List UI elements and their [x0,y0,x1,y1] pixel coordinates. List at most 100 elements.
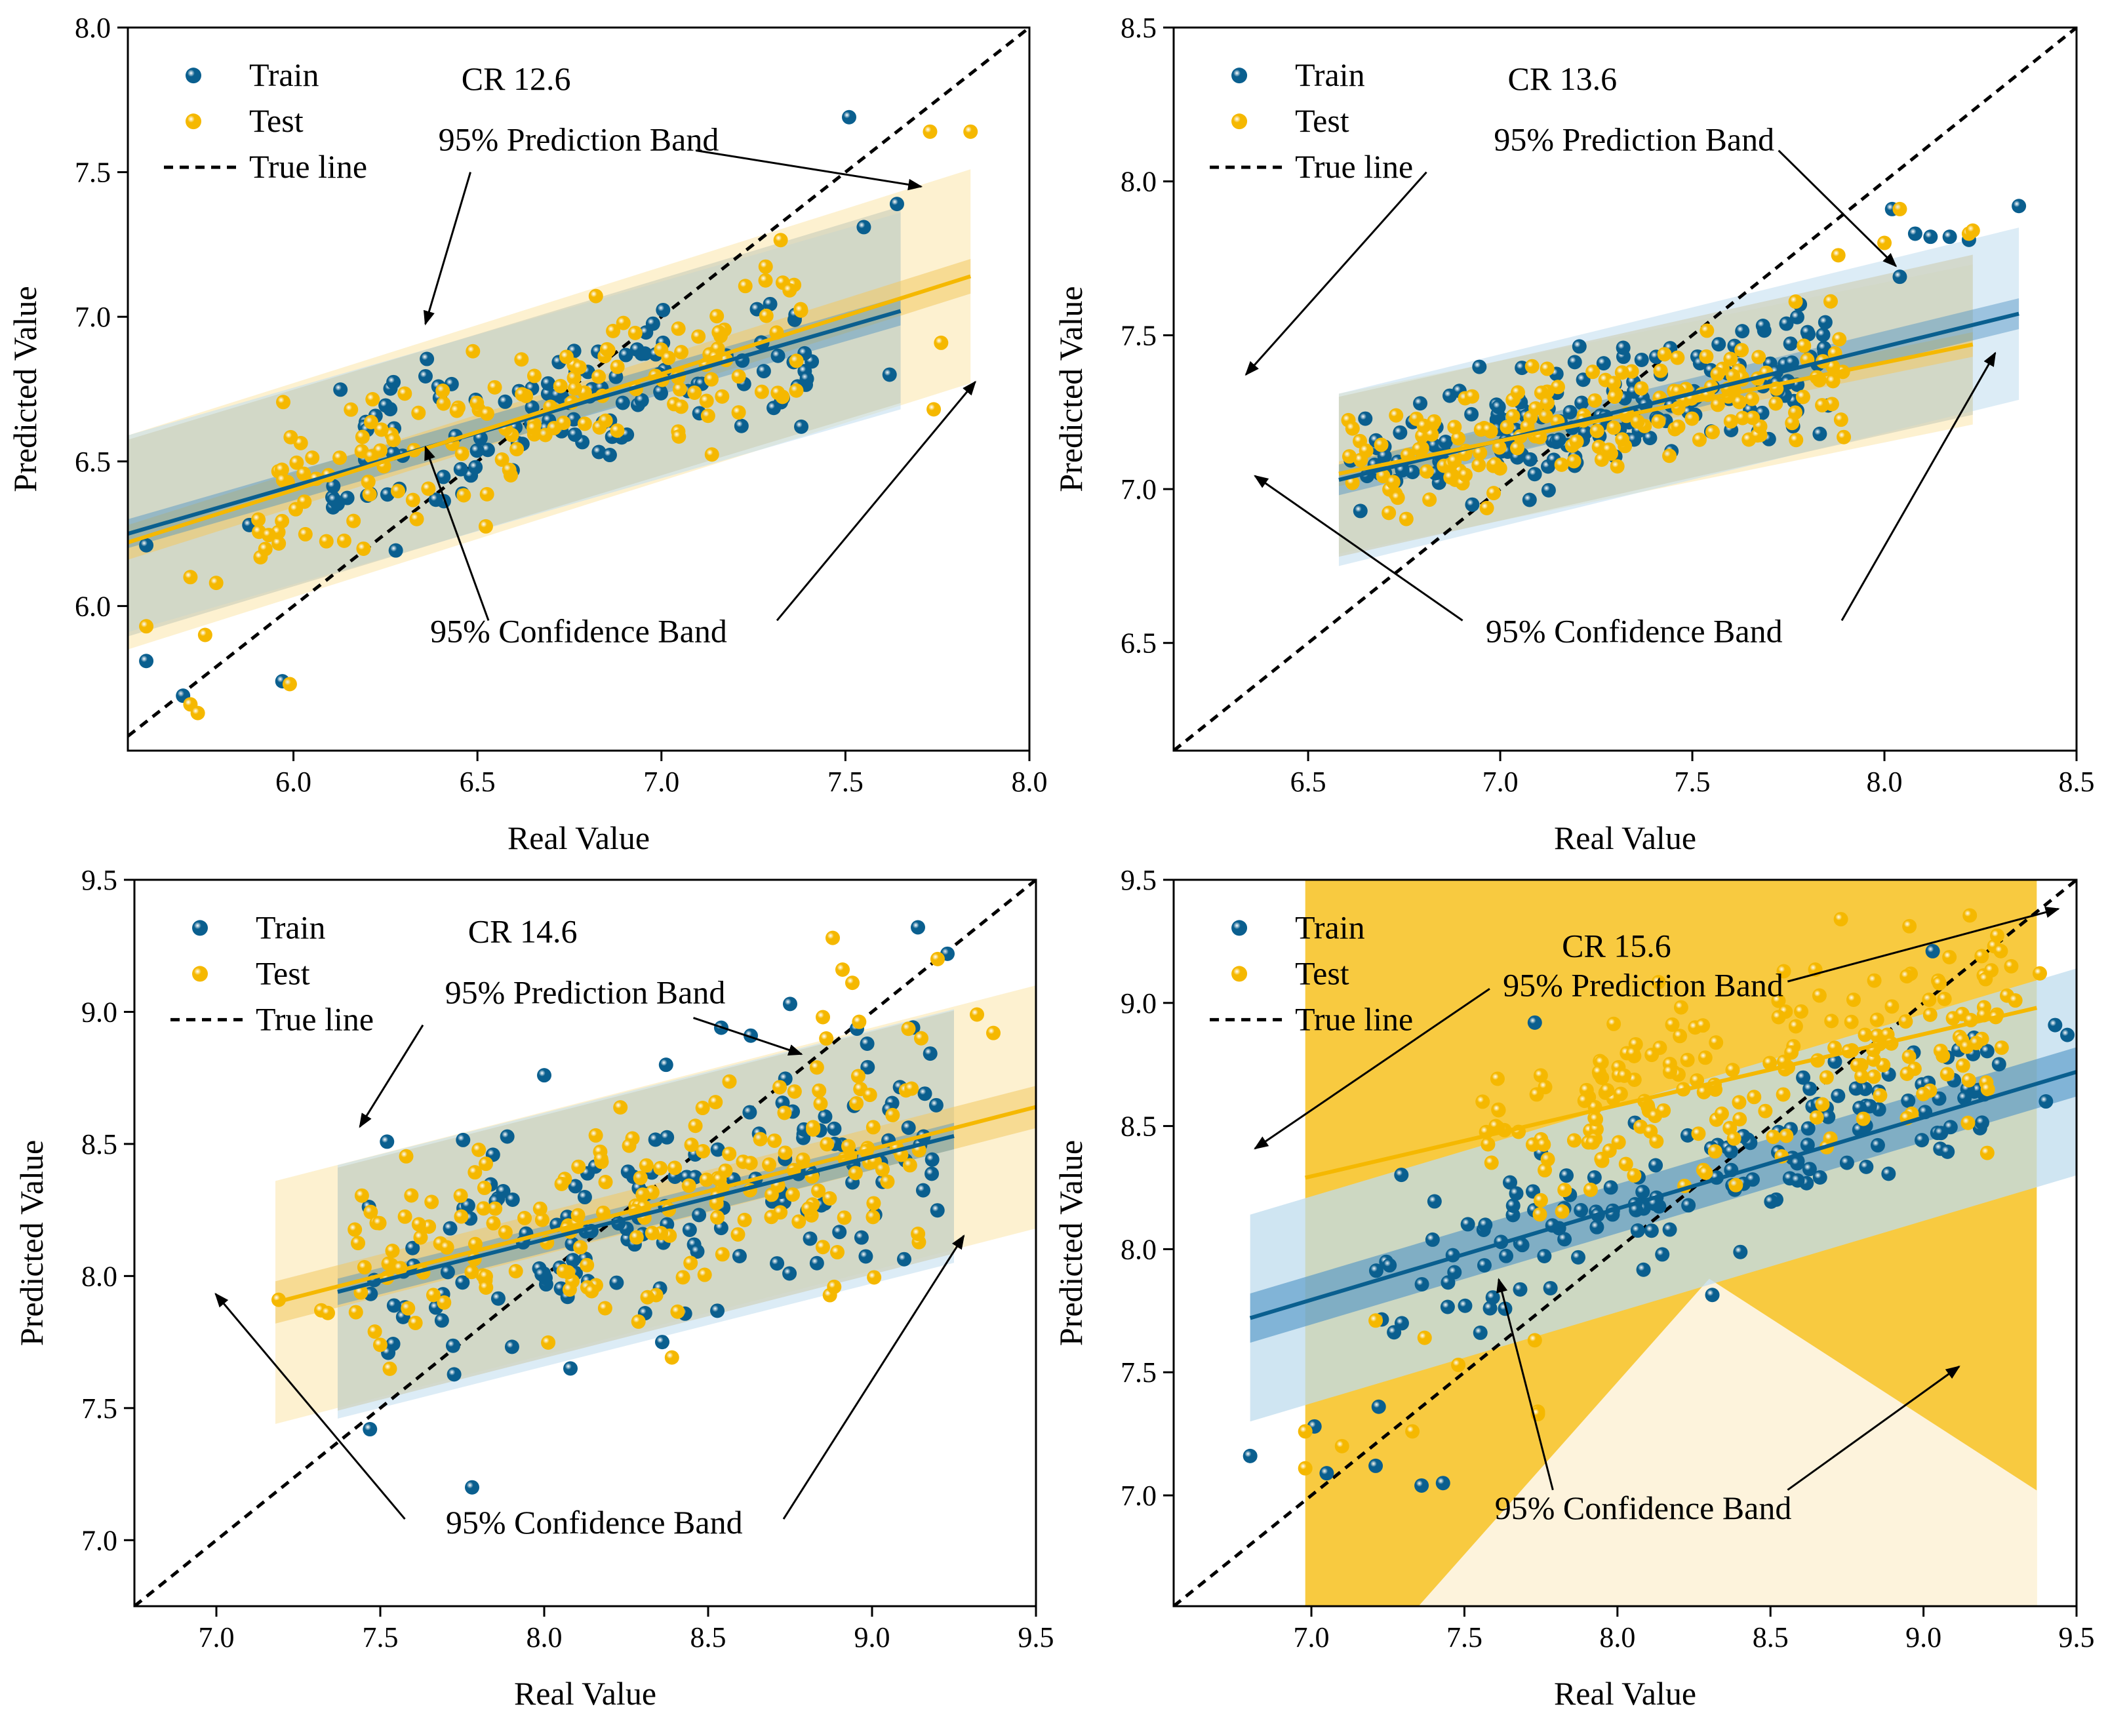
test-point [1615,432,1630,447]
test-point [534,1212,549,1227]
train-point [1503,1175,1518,1190]
test-point [354,1188,369,1203]
test-point [1554,457,1569,472]
test-point [274,462,289,477]
test-point [1916,1086,1931,1101]
train-point [1979,1044,1995,1059]
test-point [372,1215,387,1231]
test-point [813,1096,828,1111]
test-point [715,389,730,404]
test-point [288,502,304,517]
test-point [390,484,405,499]
test-point [399,1149,414,1164]
test-point [1447,454,1462,469]
train-point [525,400,540,415]
test-point [778,1145,793,1160]
train-point [655,1335,669,1350]
train-point [1413,396,1428,411]
prediction-band-label: 95% Prediction Band [445,974,726,1010]
test-point [1465,389,1480,404]
train-point [1800,325,1815,340]
test-point [527,368,542,384]
test-point [633,1170,648,1185]
train-point [447,1367,462,1382]
test-point [547,420,562,435]
test-point [1922,993,1937,1008]
test-point [479,406,494,421]
test-point [753,1132,768,1147]
test-point [1937,991,1952,1006]
train-point [139,654,154,669]
test-point [1607,389,1622,404]
test-point [1684,411,1700,426]
train-point [1907,226,1922,241]
test-point [1653,363,1668,378]
test-point [1389,408,1404,423]
test-point [1577,1094,1592,1109]
test-point [1359,443,1374,458]
train-point [1574,1203,1589,1218]
train-point [1491,399,1506,414]
annotation-arrow [1840,351,1997,621]
test-point [471,1142,487,1157]
x-tick-label: 8.0 [527,1621,563,1653]
test-point [1298,1424,1313,1439]
y-tick-label: 6.5 [1121,627,1157,660]
test-point [526,420,541,435]
test-point [1600,1083,1615,1098]
test-point [809,1060,824,1075]
test-point [567,381,582,396]
test-point [1486,486,1501,501]
test-point [1458,467,1473,483]
test-point [1412,442,1427,457]
train-point [1499,1248,1514,1263]
test-point [1785,416,1800,431]
y-tick-label: 8.0 [1121,166,1157,198]
legend-train-label: Train [1295,909,1365,945]
legend-train-marker [1231,920,1248,936]
test-point [1538,1080,1553,1095]
legend-train-marker [192,920,208,936]
train-point [1789,309,1804,325]
test-point [1728,1177,1743,1193]
test-point [849,1096,864,1111]
train-point [1522,452,1538,467]
x-tick-label: 6.0 [275,766,311,798]
test-point [1877,235,1892,250]
test-point [336,533,351,548]
test-point [845,976,860,991]
train-point [639,325,654,340]
train-point [420,351,435,366]
prediction-band-label: 95% Prediction Band [439,121,719,158]
test-point [1443,470,1458,485]
y-tick-label: 7.5 [75,157,111,189]
test-point [1856,1111,1871,1126]
test-point [841,1139,856,1154]
train-point [1243,1448,1258,1463]
test-point [1528,401,1543,416]
test-point [321,1305,335,1320]
x-tick-label: 8.5 [1753,1621,1789,1653]
test-point [773,1205,788,1220]
train-point [468,460,483,475]
test-point [738,279,753,294]
test-point [1481,422,1496,437]
test-point [850,1069,865,1084]
train-point [827,1121,842,1136]
test-point [1334,1438,1349,1453]
test-point [332,450,348,465]
test-point [1732,395,1747,410]
test-point [599,342,614,357]
train-point [428,492,443,507]
train-point [1377,448,1392,464]
x-tick-label: 6.5 [460,766,496,798]
legend-test-marker [192,966,208,982]
train-point [1393,425,1408,440]
test-fit-line [1305,1006,2037,1180]
train-point [1790,1173,1805,1188]
test-point [696,1143,711,1158]
test-point [822,1191,837,1206]
test-point [1538,1162,1553,1177]
train-point [803,1231,818,1246]
test-point [1368,1313,1383,1328]
